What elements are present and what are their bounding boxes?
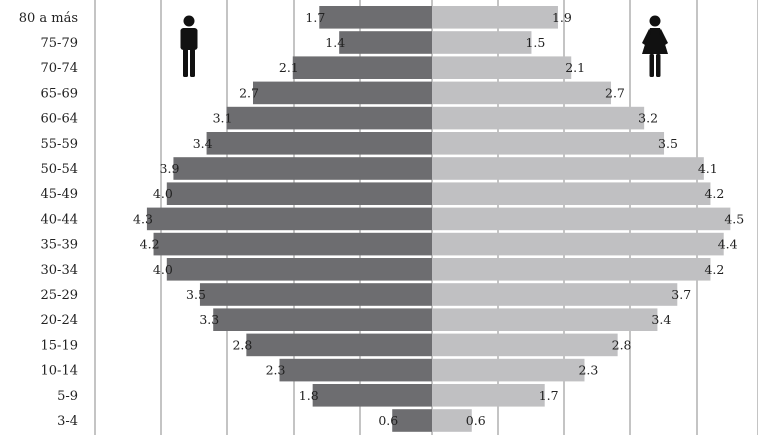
male-value-label: 4.2: [140, 237, 160, 252]
female-value-label: 3.5: [658, 136, 678, 151]
female-bar: [432, 283, 678, 306]
male-bar: [292, 56, 432, 79]
male-value-label: 2.3: [266, 363, 286, 378]
female-bar: [432, 409, 472, 432]
male-value-label: 0.6: [378, 413, 398, 428]
y-tick-label: 35-39: [41, 238, 78, 253]
y-tick-label: 45-49: [41, 187, 78, 202]
female-value-label: 3.7: [671, 287, 691, 302]
female-value-label: 4.4: [718, 237, 738, 252]
female-value-label: 1.7: [539, 388, 559, 403]
female-value-label: 2.7: [605, 85, 625, 100]
male-value-label: 2.8: [232, 337, 252, 352]
male-value-label: 2.1: [279, 60, 299, 75]
female-bar: [432, 81, 612, 105]
female-bar: [432, 358, 585, 382]
female-value-label: 3.4: [651, 312, 671, 327]
y-tick-label: 25-29: [41, 288, 78, 303]
female-value-label: 2.1: [565, 60, 585, 75]
female-bar: [432, 182, 711, 205]
y-tick-label: 10-14: [41, 364, 78, 379]
y-tick-label: 3-4: [57, 414, 78, 429]
female-bar: [432, 384, 545, 407]
male-value-label: 4.3: [133, 211, 153, 226]
male-bar: [206, 132, 432, 155]
female-value-label: 4.5: [724, 211, 744, 226]
y-tick-label: 40-44: [41, 212, 78, 227]
y-tick-labels: 80 a más 75-79 70-74 65-69 60-64 55-59 50-54 45…: [19, 11, 78, 429]
male-value-label: 3.1: [213, 111, 233, 126]
male-bar: [213, 308, 432, 331]
male-bar: [279, 358, 432, 382]
y-tick-label: 70-74: [41, 61, 78, 76]
female-bar: [432, 258, 711, 281]
female-bar: [432, 132, 665, 155]
y-tick-label: 15-19: [41, 338, 78, 353]
male-bar: [166, 182, 433, 205]
y-tick-label: 5-9: [57, 389, 78, 404]
female-value-label: 4.2: [704, 262, 724, 277]
female-bar: [432, 31, 532, 54]
y-tick-label: 60-64: [41, 112, 78, 127]
male-value-label: 4.0: [153, 262, 173, 277]
data-labels: 1.7 1.9 1.4 1.5 2.1 2.1 2.7 2.7 3.1 3.2 3.4 3.5 3.9 4…: [133, 10, 744, 428]
male-bar: [226, 106, 432, 130]
y-tick-label: 50-54: [41, 162, 78, 177]
y-tick-label: 30-34: [41, 263, 78, 278]
female-value-label: 2.8: [612, 337, 632, 352]
bars: [146, 6, 731, 432]
female-value-label: 3.2: [638, 111, 658, 126]
y-tick-label: 20-24: [41, 313, 78, 328]
y-tick-label: 80 a más: [19, 11, 78, 26]
male-icon: [180, 15, 198, 77]
female-value-label: 4.1: [698, 161, 718, 176]
female-bar: [432, 308, 658, 331]
male-bar: [166, 258, 433, 281]
male-value-label: 3.3: [199, 312, 219, 327]
female-bar: [432, 157, 704, 180]
y-tick-label: 65-69: [41, 86, 78, 101]
female-bar: [432, 106, 645, 130]
female-value-label: 0.6: [466, 413, 486, 428]
male-bar: [246, 333, 432, 357]
male-bar: [153, 232, 433, 256]
male-bar: [146, 207, 432, 231]
male-bar: [173, 157, 432, 180]
male-bar: [319, 6, 432, 29]
male-value-label: 3.9: [160, 161, 180, 176]
female-bar: [432, 333, 618, 357]
male-value-label: 2.7: [239, 85, 259, 100]
female-bar: [432, 207, 731, 231]
male-value-label: 1.7: [305, 10, 325, 25]
female-value-label: 1.5: [525, 35, 545, 50]
male-bar: [199, 283, 432, 306]
female-value-label: 1.9: [552, 10, 572, 25]
male-bar: [252, 81, 432, 105]
female-bar: [432, 56, 572, 79]
female-icon: [642, 15, 668, 77]
male-value-label: 4.0: [153, 186, 173, 201]
male-bar: [392, 409, 432, 432]
female-value-label: 2.3: [578, 363, 598, 378]
male-value-label: 3.5: [186, 287, 206, 302]
male-bar: [312, 384, 432, 407]
female-bar: [432, 6, 558, 29]
female-bar: [432, 232, 724, 256]
female-value-label: 4.2: [704, 186, 724, 201]
y-tick-label: 75-79: [41, 36, 78, 51]
male-bar: [339, 31, 432, 54]
male-value-label: 1.8: [299, 388, 319, 403]
y-tick-label: 55-59: [41, 137, 78, 152]
male-value-label: 1.4: [325, 35, 345, 50]
male-value-label: 3.4: [193, 136, 213, 151]
